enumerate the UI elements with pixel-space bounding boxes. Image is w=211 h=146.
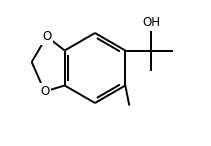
Text: O: O bbox=[40, 85, 49, 98]
Text: OH: OH bbox=[142, 16, 160, 29]
Text: O: O bbox=[42, 30, 51, 43]
